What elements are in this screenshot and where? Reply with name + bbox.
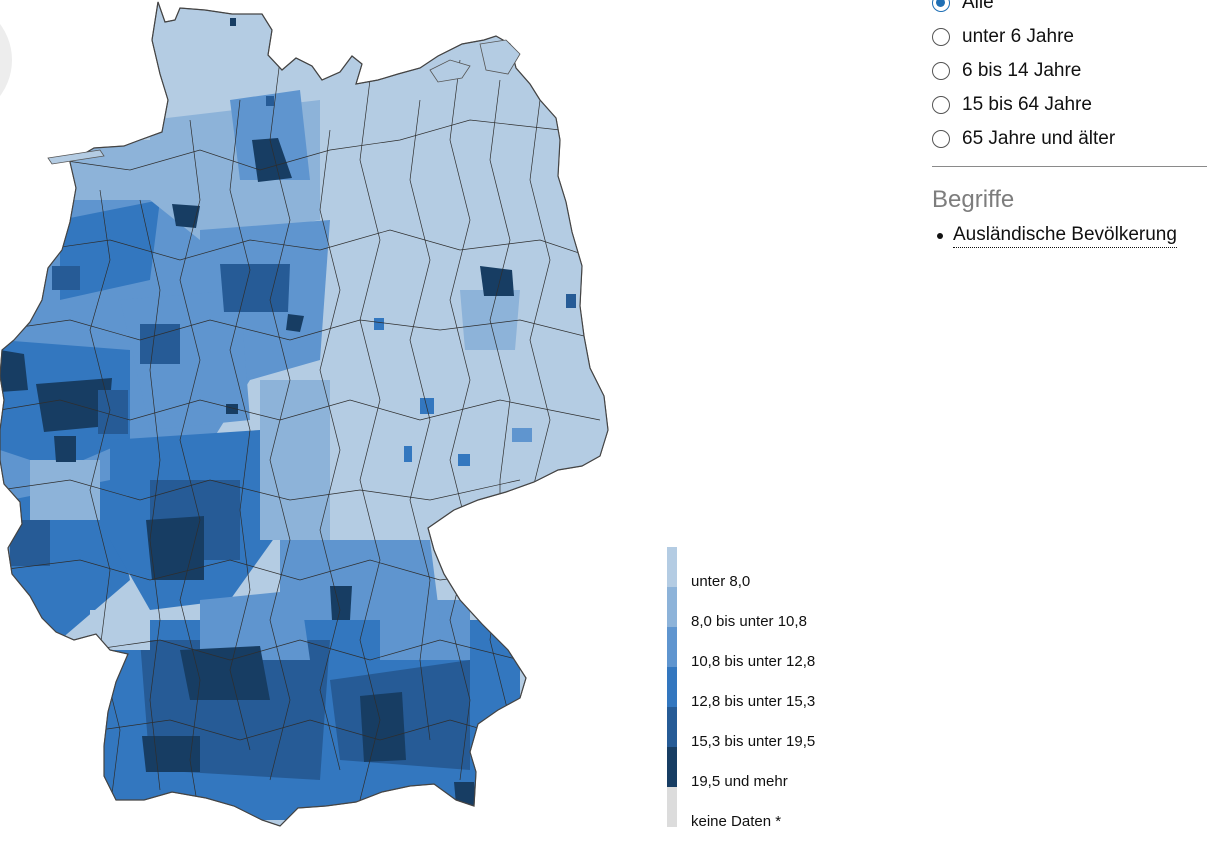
age-option[interactable]: 15 bis 64 Jahre — [932, 88, 1207, 122]
radio-button[interactable] — [932, 0, 950, 12]
age-option[interactable]: Alle — [932, 0, 1207, 20]
island — [429, 59, 471, 83]
legend-label: 15,3 bis unter 19,5 — [691, 733, 816, 750]
legend-swatch — [667, 787, 677, 827]
legend-label: 8,0 bis unter 10,8 — [691, 613, 807, 630]
legend-label: keine Daten * — [691, 813, 782, 830]
begriffe-heading: Begriffe — [932, 186, 1015, 213]
legend-label: 10,8 bis unter 12,8 — [691, 653, 816, 670]
radio-label: unter 6 Jahre — [962, 26, 1074, 47]
legend-swatch — [667, 747, 677, 787]
legend-label: 12,8 bis unter 15,3 — [691, 693, 816, 710]
radio-label: 15 bis 64 Jahre — [962, 94, 1092, 115]
radio-label: 65 Jahre und älter — [962, 128, 1116, 149]
radio-label: Alle — [962, 0, 994, 13]
begriffe-item: Ausländische Bevölkerung — [932, 224, 1177, 248]
divider — [932, 166, 1207, 167]
radio-label: 6 bis 14 Jahre — [962, 60, 1082, 81]
island — [479, 39, 521, 75]
legend-label: 19,5 und mehr — [691, 773, 788, 790]
age-option[interactable]: 6 bis 14 Jahre — [932, 54, 1207, 88]
radio-button[interactable] — [932, 62, 950, 80]
region-borders — [0, 59, 601, 821]
radio-button[interactable] — [932, 130, 950, 148]
legend-swatch — [667, 547, 677, 587]
map-regions — [0, 18, 608, 820]
age-option[interactable]: unter 6 Jahre — [932, 20, 1207, 54]
radio-button[interactable] — [932, 28, 950, 46]
age-option[interactable]: 65 Jahre und älter — [932, 122, 1207, 156]
begriffe-link-auslaendische-bevoelkerung[interactable]: Ausländische Bevölkerung — [953, 224, 1177, 248]
island — [47, 149, 105, 165]
germany-choropleth-map — [0, 1, 609, 827]
begriffe-list: Ausländische Bevölkerung — [932, 224, 1177, 248]
legend-swatch — [667, 587, 677, 627]
legend-swatch — [667, 667, 677, 707]
age-filter: Alle unter 6 Jahre 6 bis 14 Jahre 15 bis 64… — [932, 0, 1207, 156]
legend-swatch — [667, 707, 677, 747]
radio-button[interactable] — [932, 96, 950, 114]
bullet-icon — [937, 233, 943, 239]
legend-label: unter 8,0 — [691, 573, 751, 590]
germany-outline — [0, 1, 609, 827]
legend-swatch — [667, 627, 677, 667]
